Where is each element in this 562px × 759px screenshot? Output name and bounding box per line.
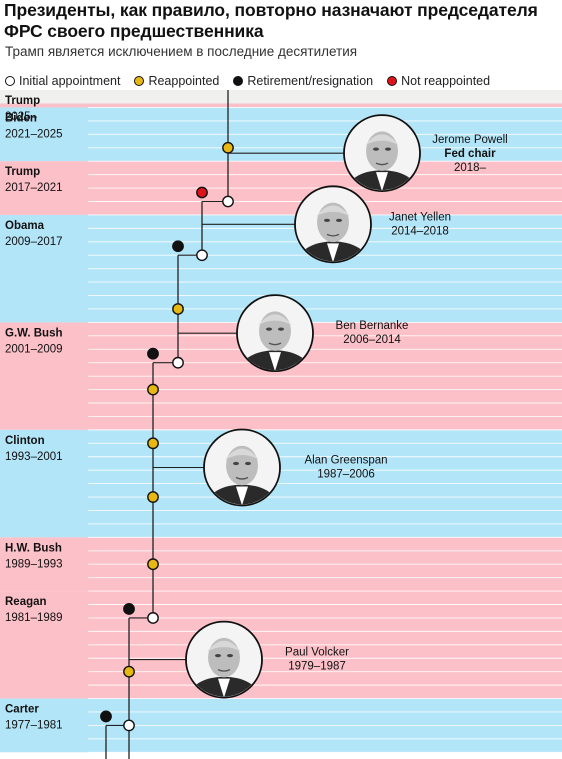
portrait-hair [258,314,292,326]
chair-portrait [236,294,314,373]
portrait-shirt [218,678,230,697]
chair-years: 2018– [454,162,487,174]
portrait-shirt [236,486,248,505]
portrait-eye [215,653,221,658]
legend-label: Retirement/resignation [247,74,374,88]
event-marker-not_reappointed [196,186,208,199]
chair-years: 1987–2006 [317,468,375,480]
event-marker-reappointed [147,558,159,571]
portrait-eye [278,327,284,331]
president-name: Clinton [5,435,45,447]
legend-marker [233,76,244,86]
event-marker-reappointed [123,665,135,678]
legend-item-initial: Initial appointment [5,74,120,88]
legend-item-retirement: Retirement/resignation [233,74,373,88]
portrait-hair [225,448,259,460]
legend-marker [134,76,145,86]
portrait-eye [385,147,391,151]
portrait-mouth [268,342,282,346]
president-years: 2025– [5,111,38,123]
portrait-hair [365,134,399,146]
president-years: 2009–2017 [5,236,63,248]
chair-name: Alan Greenspan [304,454,387,466]
president-name: Biden [5,112,37,124]
portrait-mouth [375,162,389,166]
legend-label: Reappointed [148,74,220,88]
portrait-eye [266,327,272,331]
president-years: 2017–2021 [5,182,63,194]
chair-name: Jerome Powell [432,134,507,146]
portrait-eye [324,218,330,222]
portrait-hair [316,205,350,217]
legend-item-reappointed: Reappointed [134,74,219,88]
legend-marker [387,76,398,86]
president-name: Obama [5,220,45,232]
president-years: 2021–2025 [5,128,63,140]
event-marker-initial [147,612,159,624]
portrait-shirt [269,352,281,371]
chair-portrait [185,620,263,699]
event-marker-initial [222,195,234,208]
event-marker-reappointed [147,437,159,450]
event-marker-initial [172,356,184,369]
president-name: Trump [5,166,40,178]
chair-years: 2014–2018 [391,225,449,237]
event-marker-reappointed [172,303,184,315]
event-marker-reappointed [147,383,159,396]
president-years: 2001–2009 [5,343,63,355]
event-marker-initial [123,719,135,732]
legend-item-not-reappointed: Not reappointed [387,74,490,88]
portrait-shirt [327,243,339,262]
legend-label: Not reappointed [401,74,491,88]
event-marker-retirement [147,347,159,360]
portrait-mouth [326,233,340,237]
portrait-hair [207,640,241,652]
chair-name: Janet Yellen [389,211,451,223]
president-name: Carter [5,704,39,716]
legend-marker [5,76,15,86]
chair-portrait [203,428,281,507]
chair-portrait [294,185,372,264]
president-name: Reagan [5,596,47,608]
legend-label: Initial appointment [19,74,121,88]
event-marker-retirement [172,240,184,253]
chair-years: 1979–1987 [288,661,346,673]
portrait-eye [336,218,342,222]
event-marker-retirement [123,603,135,615]
president-name: Trump [5,95,40,107]
portrait-eye [373,147,379,151]
chair-name: Paul Volcker [285,647,349,659]
event-marker-retirement [100,710,112,723]
president-band [0,90,562,108]
president-years: 1989–1993 [5,558,63,570]
portrait-mouth [217,668,231,672]
fed-chair-timeline-chart: Trump 2025–Biden 2021–2025 Trump 2017–2021 Ob… [0,90,562,759]
portrait-mouth [235,476,249,480]
chair-portrait [343,114,421,193]
president-years: 1981–1989 [5,612,63,624]
president-name: G.W. Bush [5,327,63,339]
president-name: H.W. Bush [5,542,62,554]
event-marker-reappointed [222,141,234,154]
legend: Initial appointment Reappointed Retireme… [5,72,504,90]
portrait-eye [245,461,251,466]
portrait-eye [233,461,239,466]
president-years: 1977–1981 [5,720,63,732]
portrait-eye [227,653,233,658]
page-title: Президенты, как правило, повторно назнач… [4,0,538,41]
chair-years: 2006–2014 [343,334,401,346]
portrait-shirt [376,172,388,191]
event-marker-initial [196,249,208,262]
chair-name: Ben Bernanke [336,320,409,332]
page-subtitle: Трамп является исключением в последние д… [5,44,358,59]
chair-title: Fed chair [444,148,496,160]
president-years: 1993–2001 [5,451,63,463]
current-term-strip [0,103,562,108]
event-marker-reappointed [147,491,159,503]
